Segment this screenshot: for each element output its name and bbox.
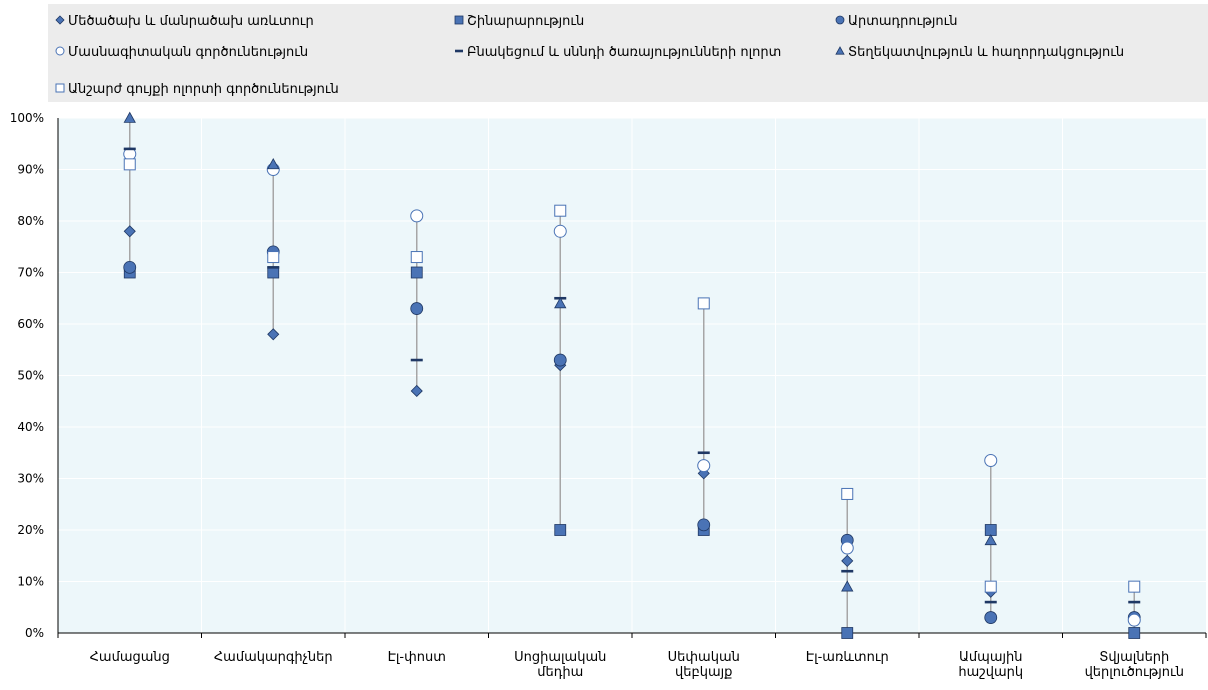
data-point-s5-c1 <box>123 147 136 151</box>
data-point-s4-c5 <box>697 459 711 473</box>
y-tick-label-80: 80% <box>17 214 44 228</box>
data-point-s7-c4 <box>554 204 567 217</box>
data-point-s2-c6 <box>841 627 854 639</box>
x-tick-label-3: Էլ-փոստ <box>388 650 446 665</box>
y-tick-label-0: 0% <box>25 626 44 640</box>
data-point-s5-c2 <box>267 266 280 269</box>
data-point-s4-c3 <box>410 209 424 223</box>
x-tick-label-7-line-2: հաշվարկ <box>958 665 1023 680</box>
data-point-s1-c1 <box>123 225 136 238</box>
legend-label-1: Մեծածախ և մանրածախ առևտուր <box>68 14 314 29</box>
data-point-s1-c2 <box>267 328 280 341</box>
x-tick-label-1: Համացանց <box>90 650 170 665</box>
data-point-s3-c5 <box>697 518 711 532</box>
legend-label-2: Շինարարություն <box>467 14 584 29</box>
legend-marker-6 <box>835 46 845 55</box>
legend-marker-7 <box>55 83 65 93</box>
data-point-s5-c8 <box>1128 600 1141 604</box>
x-tick-label-5-line-2: վեբկայք <box>675 665 732 680</box>
data-point-s6-c6 <box>841 580 854 592</box>
legend-label-4: Մասնագիտական գործունեություն <box>68 45 308 60</box>
data-point-s6-c1 <box>123 111 136 123</box>
x-tick-label-2: Համակարգիչներ <box>214 650 333 665</box>
y-tick-label-70: 70% <box>17 266 44 280</box>
data-point-s4-c4 <box>553 224 567 238</box>
legend-label-7: Անշարժ գույքի ոլորտի գործունեություն <box>68 82 339 97</box>
legend-background <box>48 4 1208 102</box>
y-tick-label-60: 60% <box>17 317 44 331</box>
data-point-s7-c6 <box>841 487 854 500</box>
x-tick-label-4-line-2: մեդիա <box>537 665 583 680</box>
data-point-s6-c2 <box>267 158 280 170</box>
legend-marker-5 <box>455 49 463 53</box>
data-point-s3-c3 <box>410 302 424 315</box>
data-point-s3-c7 <box>984 611 998 624</box>
y-tick-label-90: 90% <box>17 163 44 177</box>
data-point-s5-c5 <box>697 451 710 455</box>
legend-marker-4 <box>55 46 65 56</box>
y-tick-label-50: 50% <box>17 369 44 383</box>
data-point-s7-c1 <box>123 158 136 171</box>
legend-label-6: Տեղեկատվություն և հաղորդակցություն <box>848 45 1124 60</box>
data-point-s4-c8 <box>1127 613 1141 627</box>
data-point-s7-c7 <box>984 580 997 593</box>
legend-label-5: Բնակեցում և սննդի ծառայությունների ոլորտ <box>467 45 781 60</box>
data-point-s2-c3 <box>410 266 423 279</box>
y-tick-label-40: 40% <box>17 420 44 434</box>
y-tick-label-20: 20% <box>17 523 44 537</box>
data-point-s3-c4 <box>553 353 567 367</box>
data-point-s5-c7 <box>984 600 997 604</box>
data-point-s5-c6 <box>841 569 854 573</box>
data-point-s2-c8 <box>1128 627 1141 639</box>
data-point-s6-c4 <box>554 297 567 309</box>
data-point-s2-c4 <box>554 524 567 536</box>
legend-marker-3 <box>835 15 845 25</box>
y-tick-label-30: 30% <box>17 472 44 486</box>
legend-label-3: Արտադրություն <box>848 14 958 29</box>
data-point-s6-c7 <box>984 533 997 546</box>
data-point-s1-c3 <box>410 384 423 398</box>
data-point-s7-c8 <box>1128 580 1141 593</box>
x-tick-label-5-line-1: Սեփական <box>668 650 740 665</box>
data-point-s5-c3 <box>410 358 423 362</box>
x-tick-label-4-line-1: Սոցիալական <box>514 650 606 665</box>
y-tick-label-100: 100% <box>10 111 44 125</box>
legend-marker-2 <box>454 15 464 25</box>
data-point-s2-c7 <box>984 524 997 536</box>
data-point-s7-c5 <box>697 297 710 310</box>
y-tick-label-10: 10% <box>17 575 44 589</box>
x-tick-label-6: Էլ-առևտուր <box>806 650 889 665</box>
x-tick-label-8-line-2: վերլուծություն <box>1085 665 1184 680</box>
data-point-s1-c6 <box>841 554 854 567</box>
x-tick-label-8-line-1: Տվյալների <box>1099 650 1169 665</box>
data-point-s4-c6 <box>840 541 854 555</box>
data-point-s4-c7 <box>984 453 998 467</box>
data-point-s7-c2 <box>267 251 280 264</box>
data-point-s3-c1 <box>123 260 137 274</box>
legend-marker-1 <box>55 15 65 25</box>
data-point-s7-c3 <box>410 251 423 264</box>
x-tick-label-7-line-1: Ամպային <box>959 650 1023 665</box>
